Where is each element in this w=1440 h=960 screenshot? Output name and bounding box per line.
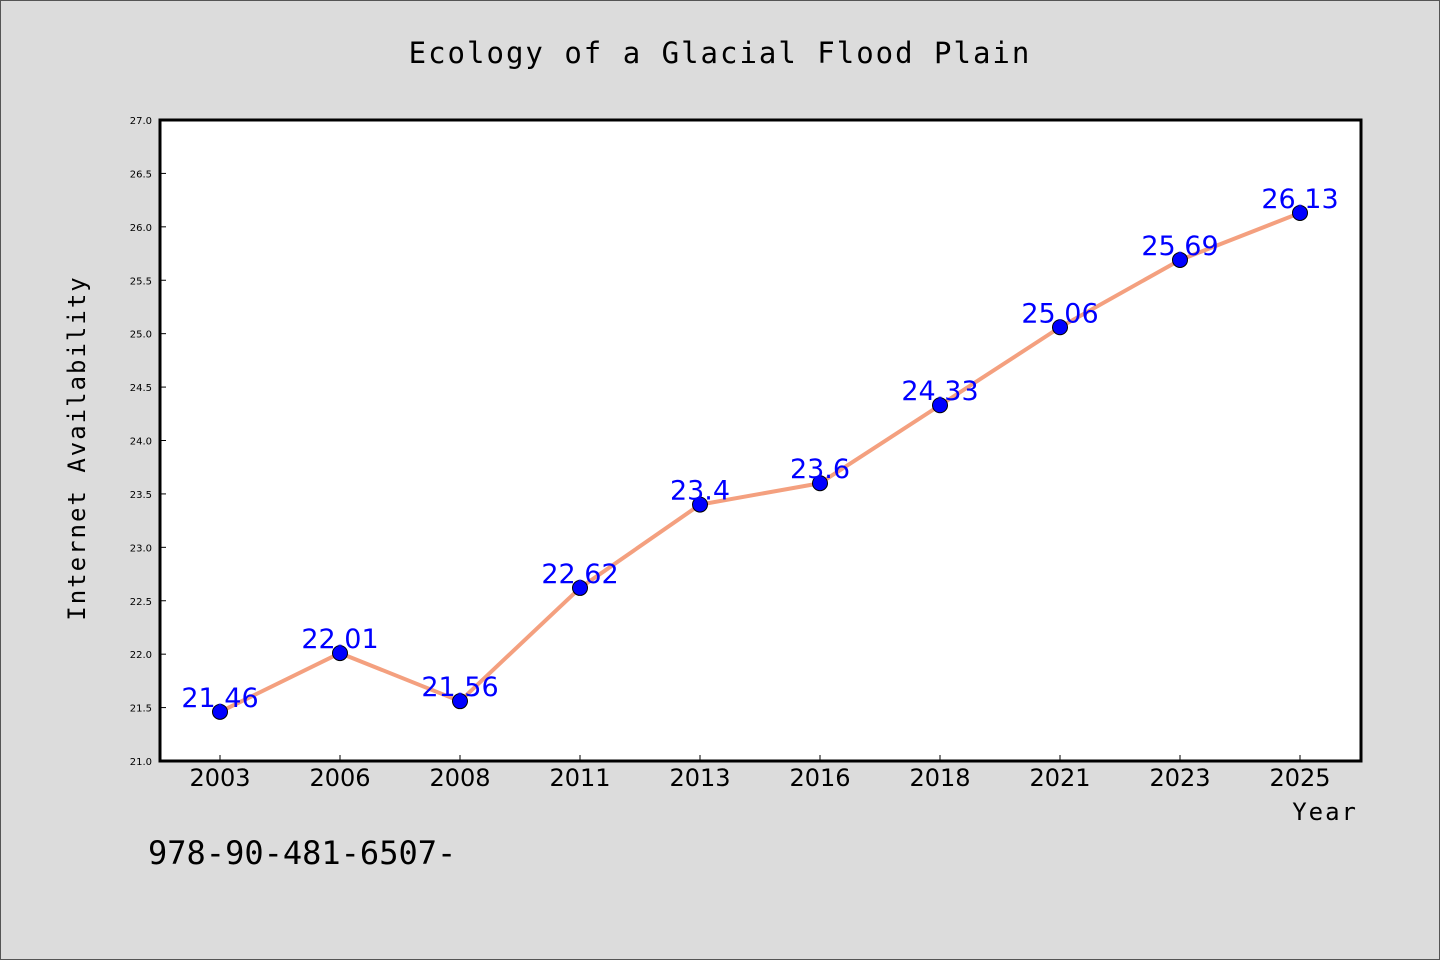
data-point [212, 703, 228, 720]
data-label: 21.46 [181, 683, 258, 714]
series-line-group: 21.46 22.01 21.56 22.62 23.4 23.6 24.33 25.06 25… [181, 184, 1339, 720]
x-tick-label: 2016 [789, 764, 850, 792]
footnote-isbn: 978-90-481-6507- [148, 834, 456, 872]
data-point [1172, 251, 1188, 268]
y-tick-label: 22.0 [130, 650, 152, 661]
x-tick-label: 2025 [1269, 764, 1330, 792]
data-label: 22.01 [301, 624, 378, 655]
y-tick-label: 26.0 [130, 223, 152, 234]
x-tick-label: 2008 [429, 764, 490, 792]
y-tick-label: 21.5 [130, 704, 152, 715]
y-axis: 21.0 21.5 22.0 22.5 23.0 23.5 24.0 24.5 25.0 25.5… [130, 116, 166, 768]
data-label: 25.06 [1021, 298, 1098, 329]
y-tick-label: 23.5 [130, 490, 152, 501]
x-axis: 2003 2006 2008 2011 2013 2016 2018 2021 2023 2025 [189, 755, 1331, 792]
data-point [812, 475, 828, 492]
y-tick-label: 25.5 [130, 276, 152, 287]
data-label: 25.69 [1141, 231, 1218, 262]
plot-border [158, 118, 1363, 763]
y-tick-label: 22.5 [130, 597, 152, 608]
series-line [219, 211, 1301, 714]
x-tick-label: 2013 [669, 764, 730, 792]
data-point [332, 645, 348, 662]
data-point [572, 579, 588, 596]
y-axis-title: Internet Availability [63, 275, 91, 620]
data-point [932, 397, 948, 414]
data-label: 26.13 [1261, 184, 1338, 215]
chart-title: Ecology of a Glacial Flood Plain [409, 36, 1032, 70]
x-tick-label: 2023 [1149, 764, 1210, 792]
y-tick-label: 21.0 [130, 757, 152, 768]
x-axis-title: Year [1292, 798, 1358, 826]
data-point [452, 693, 468, 710]
data-point [692, 496, 708, 513]
y-tick-label: 24.5 [130, 383, 152, 394]
y-tick-label: 23.0 [130, 543, 152, 554]
data-point [1052, 319, 1068, 336]
y-tick-label: 27.0 [130, 116, 152, 127]
data-label: 22.62 [541, 559, 618, 590]
x-tick-label: 2003 [189, 764, 250, 792]
y-tick-label: 24.0 [130, 437, 152, 448]
x-tick-label: 2018 [909, 764, 970, 792]
data-label: 21.56 [421, 672, 498, 703]
data-label: 23.6 [790, 454, 850, 485]
x-tick-label: 2006 [309, 764, 370, 792]
data-label: 24.33 [901, 376, 978, 407]
y-tick-label: 25.0 [130, 330, 152, 341]
data-point [1292, 204, 1308, 221]
plot-area [160, 120, 1361, 761]
x-tick-label: 2011 [549, 764, 610, 792]
y-tick-label: 26.5 [130, 169, 152, 180]
x-tick-label: 2021 [1029, 764, 1090, 792]
data-label: 23.4 [670, 476, 730, 507]
